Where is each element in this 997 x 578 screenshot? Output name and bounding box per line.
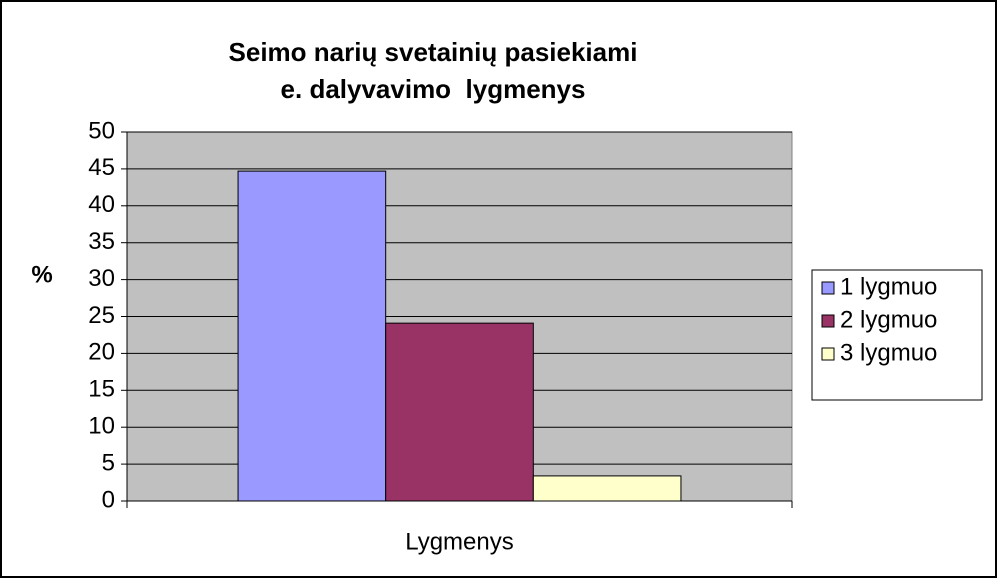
y-tick-label: 35 <box>88 228 115 255</box>
y-tick-label: 10 <box>88 413 115 440</box>
bar <box>237 170 387 502</box>
y-tick-label: 25 <box>88 302 115 329</box>
bar <box>532 475 682 502</box>
y-tick-label: 15 <box>88 376 115 403</box>
y-axis-label: % <box>31 261 52 288</box>
legend-label: 3 lygmuo <box>840 339 937 366</box>
legend-swatch <box>821 347 835 361</box>
chart-title: e. dalyvavimo lygmenys <box>281 74 586 104</box>
y-tick-label: 0 <box>102 486 115 513</box>
y-tick-label: 20 <box>88 339 115 366</box>
y-tick-label: 40 <box>88 191 115 218</box>
legend-label: 2 lygmuo <box>840 306 937 333</box>
y-tick-label: 45 <box>88 154 115 181</box>
legend-swatch <box>821 314 835 328</box>
y-tick-label: 30 <box>88 265 115 292</box>
y-tick-label: 50 <box>88 117 115 144</box>
chart-title: Seimo narių svetainių pasiekiami <box>229 37 638 67</box>
legend-label: 1 lygmuo <box>840 273 937 300</box>
y-tick-label: 5 <box>102 449 115 476</box>
x-tick-label: Lygmenys <box>405 528 514 555</box>
legend-swatch <box>821 281 835 295</box>
bar <box>385 322 534 502</box>
legend-box <box>811 269 983 401</box>
